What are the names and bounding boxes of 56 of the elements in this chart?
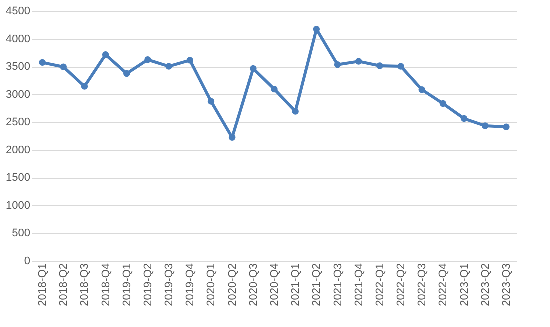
point [81, 83, 88, 90]
x-tick-label: 2021-Q1 [290, 264, 302, 306]
x-tick-label: 2022-Q2 [396, 264, 408, 306]
y-tick-label: 2000 [6, 144, 30, 156]
point [503, 124, 510, 130]
y-tick-label: 1000 [6, 200, 30, 212]
x-tick-label: 2021-Q3 [332, 264, 344, 306]
x-tick-label: 2021-Q2 [311, 264, 324, 306]
point [418, 86, 426, 94]
y-tick-label: 500 [12, 228, 30, 240]
y-tick-label: 4000 [6, 33, 30, 46]
point [460, 115, 468, 122]
point [228, 134, 236, 142]
point [440, 100, 447, 108]
y-tick-label: 0 [24, 256, 30, 268]
x-tick-label: 2022-Q3 [416, 264, 429, 306]
point [39, 59, 46, 66]
x-tick-label: 2019-Q3 [164, 264, 176, 306]
y-tick-label: 1500 [6, 172, 30, 184]
x-tick-label: 2019-Q1 [121, 264, 134, 306]
x-tick-label: 2023-Q3 [500, 264, 513, 306]
point [250, 65, 257, 72]
point [482, 122, 489, 130]
point [102, 52, 110, 58]
x-tick-label: 2018-Q1 [37, 264, 50, 306]
y-tick-label: 3500 [6, 61, 30, 74]
x-tick-label: 2020-Q4 [269, 264, 281, 306]
x-tick-label: 2020-Q1 [206, 264, 218, 306]
x-tick-label: 2018-Q4 [100, 264, 112, 306]
point [355, 58, 362, 65]
x-tick-label: 2019-Q4 [184, 264, 197, 306]
x-tick-label: 2020-Q3 [248, 264, 260, 306]
x-tick-label: 2018-Q2 [58, 264, 70, 306]
point [186, 57, 194, 64]
point [208, 98, 215, 105]
point [398, 63, 404, 70]
y-tick-label: 4500 [6, 6, 30, 18]
x-tick-label: 2022-Q4 [438, 264, 450, 306]
point [271, 86, 278, 93]
x-tick-label: 2019-Q2 [142, 264, 154, 306]
point [124, 70, 130, 78]
point [166, 63, 172, 70]
point [144, 56, 152, 64]
y-tick-label: 2500 [6, 116, 30, 129]
x-tick-label: 2021-Q4 [353, 264, 366, 306]
point [313, 26, 320, 33]
point [60, 64, 67, 70]
x-tick-label: 2023-Q1 [458, 264, 471, 306]
x-tick-label: 2020-Q2 [226, 264, 239, 306]
point [376, 62, 384, 70]
point [292, 108, 299, 115]
point [334, 62, 342, 68]
x-tick-label: 2023-Q2 [480, 264, 492, 306]
x-tick-label: 2022-Q1 [374, 264, 386, 306]
y-tick-label: 3000 [6, 88, 30, 101]
x-tick-label: 2018-Q3 [79, 264, 92, 306]
